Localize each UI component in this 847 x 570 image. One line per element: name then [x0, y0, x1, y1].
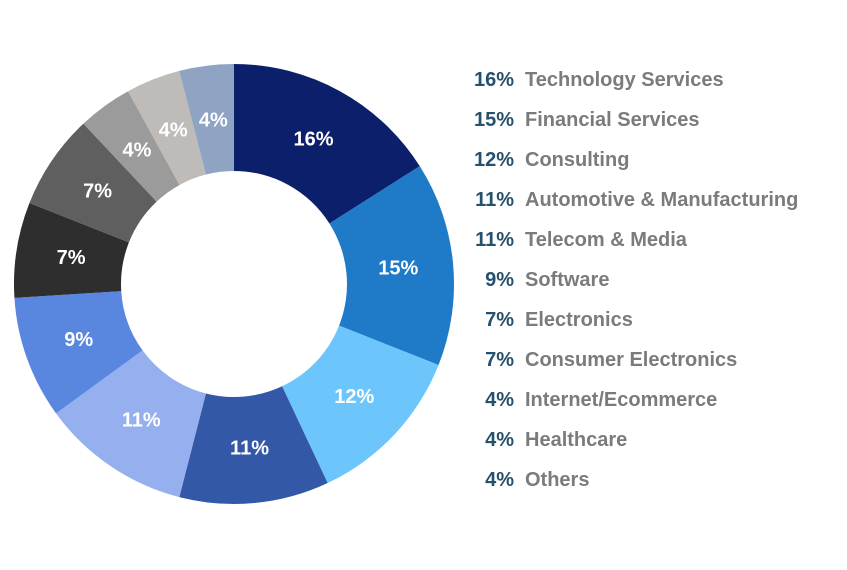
legend-item-healthcare: 4% Healthcare — [462, 420, 847, 460]
slice-label-healthcare: 4% — [159, 120, 188, 142]
legend-label: Consumer Electronics — [525, 348, 738, 371]
slice-consulting — [282, 325, 439, 484]
legend-item-financial-services: 15% Financial Services — [462, 100, 847, 140]
donut-chart: 16% 15% 12% 11% 11% 9% 7% 7% 4% 4% 4% — [13, 64, 454, 504]
legend-percent: 11% — [475, 188, 514, 211]
slice-label-software: 9% — [64, 329, 93, 351]
slice-label-automotive-manufacturing: 11% — [230, 437, 269, 459]
slice-telecom-media — [56, 350, 206, 498]
slice-label-financial-services: 15% — [378, 257, 418, 279]
legend-label: Technology Services — [525, 68, 724, 91]
legend-percent: 4% — [485, 428, 514, 451]
slice-consumer-electronics — [29, 123, 157, 243]
legend-label: Internet/Ecommerce — [525, 388, 718, 411]
slice-others — [179, 64, 234, 175]
slice-label-electronics: 7% — [57, 247, 86, 269]
legend-item-technology-services: 16% Technology Services — [462, 60, 847, 100]
legend-label: Financial Services — [525, 108, 700, 131]
legend-label: Electronics — [525, 308, 633, 331]
slice-healthcare — [128, 70, 206, 185]
legend-item-telecom-media: 11% Telecom & Media — [462, 220, 847, 260]
legend-item-consulting: 12% Consulting — [462, 140, 847, 180]
legend-label: Healthcare — [525, 428, 628, 451]
legend-label: Software — [525, 268, 610, 291]
legend-label: Automotive & Manufacturing — [525, 188, 799, 211]
slice-label-telecom-media: 11% — [122, 409, 161, 431]
legend-label: Telecom & Media — [525, 228, 687, 251]
legend-item-internet-ecommerce: 4% Internet/Ecommerce — [462, 380, 847, 420]
slice-automotive-manufacturing — [179, 386, 328, 504]
chart-legend: 16% Technology Services 15% Financial Se… — [462, 60, 847, 500]
legend-percent: 16% — [473, 68, 514, 91]
legend-percent: 15% — [473, 108, 514, 131]
legend-percent: 4% — [485, 388, 514, 411]
legend-item-electronics: 7% Electronics — [462, 300, 847, 340]
legend-item-automotive-manufacturing: 11% Automotive & Manufacturing — [462, 180, 847, 220]
legend-percent: 12% — [473, 148, 514, 171]
slice-technology-services — [234, 64, 420, 224]
legend-label: Others — [525, 468, 590, 491]
legend-percent: 11% — [475, 228, 514, 251]
slice-label-consulting: 12% — [334, 386, 374, 408]
legend-item-software: 9% Software — [462, 260, 847, 300]
slice-label-technology-services: 16% — [293, 128, 333, 150]
legend-item-consumer-electronics: 7% Consumer Electronics — [462, 340, 847, 380]
legend-percent: 9% — [485, 268, 514, 291]
slice-software — [14, 291, 143, 414]
slice-electronics — [13, 203, 129, 298]
legend-label: Consulting — [525, 148, 630, 171]
legend-item-others: 4% Others — [462, 460, 847, 500]
slice-label-consumer-electronics: 7% — [83, 180, 112, 202]
slice-label-others: 4% — [199, 109, 228, 131]
slice-financial-services — [329, 166, 454, 365]
legend-percent: 7% — [485, 308, 514, 331]
slice-label-internet-ecommerce: 4% — [123, 140, 152, 162]
legend-percent: 4% — [485, 468, 514, 491]
slice-internet-ecommerce — [83, 91, 180, 202]
legend-percent: 7% — [485, 348, 514, 371]
